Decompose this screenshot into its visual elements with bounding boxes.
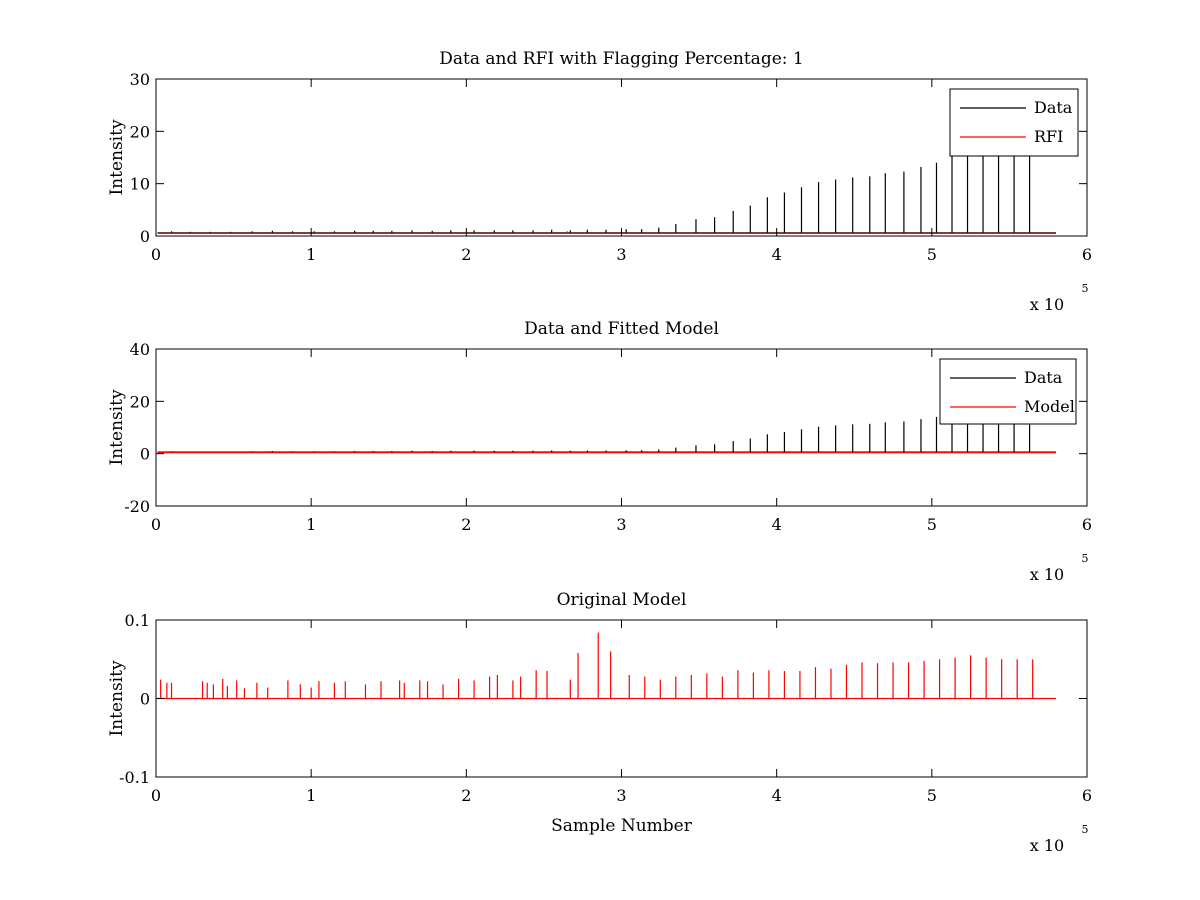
- x-multiplier-base: x 10: [1030, 836, 1064, 855]
- x-tick-label: 4: [772, 786, 782, 805]
- plot-area: [156, 349, 1087, 506]
- legend-box: [939, 358, 1077, 425]
- y-axis-label: Intensity: [107, 389, 127, 465]
- x-tick-label: 3: [616, 515, 626, 534]
- y-tick-label: 0: [140, 445, 150, 464]
- x-multiplier-base: x 10: [1030, 295, 1064, 314]
- legend: Data RFI: [949, 88, 1079, 157]
- legend-entry-model: Model: [1024, 397, 1075, 416]
- y-tick-label: 30: [130, 70, 150, 89]
- y-axis-label: Intensity: [107, 660, 127, 736]
- y-tick-label: 40: [130, 340, 150, 359]
- x-tick-label: 1: [306, 786, 316, 805]
- x-tick-label: 6: [1082, 515, 1092, 534]
- x-tick-label: 0: [151, 515, 161, 534]
- y-tick-label: 0.1: [125, 611, 150, 630]
- plot-area: [156, 79, 1087, 236]
- x-multiplier-base: x 10: [1030, 565, 1064, 584]
- x-tick-label: 5: [927, 245, 937, 264]
- x-tick-label: 2: [461, 515, 471, 534]
- y-tick-label: 20: [130, 122, 150, 141]
- legend-entry-rfi: RFI: [1034, 127, 1063, 146]
- x-tick-label: 2: [461, 245, 471, 264]
- legend-box: [949, 88, 1079, 157]
- y-tick-label: -20: [124, 497, 150, 516]
- y-tick-label: 0: [140, 690, 150, 709]
- x-tick-label: 4: [772, 515, 782, 534]
- legend-entry-data: Data: [1034, 98, 1073, 117]
- legend-entry-data: Data: [1024, 368, 1063, 387]
- y-tick-label: 20: [130, 392, 150, 411]
- chart-title: Data and Fitted Model: [524, 319, 719, 339]
- x-multiplier-exponent: 5: [1082, 282, 1089, 295]
- x-tick-label: 4: [772, 245, 782, 264]
- x-tick-label: 5: [927, 786, 937, 805]
- x-tick-label: 5: [927, 515, 937, 534]
- y-tick-label: 0: [140, 227, 150, 246]
- series-model-1: [157, 632, 1056, 700]
- legend: Data Model: [939, 358, 1077, 425]
- chart-panel-1: 0 1 2 3 4 5 6 0 10 20 30 Data and RFI with Flagging…: [107, 49, 1092, 314]
- x-multiplier-exponent: 5: [1082, 823, 1089, 836]
- series-rfi: [157, 231, 1056, 234]
- x-tick-label: 6: [1082, 245, 1092, 264]
- x-tick-label: 3: [616, 786, 626, 805]
- x-tick-label: 6: [1082, 786, 1092, 805]
- chart-title: Original Model: [557, 590, 687, 610]
- x-tick-label: 2: [461, 786, 471, 805]
- y-tick-label: -0.1: [119, 768, 150, 787]
- x-tick-label: 0: [151, 245, 161, 264]
- y-tick-label: 10: [130, 175, 150, 194]
- x-tick-label: 0: [151, 786, 161, 805]
- x-tick-label: 3: [616, 245, 626, 264]
- x-multiplier-exponent: 5: [1082, 552, 1089, 565]
- x-axis-label: Sample Number: [551, 816, 693, 836]
- chart-title: Data and RFI with Flagging Percentage: 1: [439, 49, 803, 69]
- x-tick-label: 1: [306, 245, 316, 264]
- x-tick-label: 1: [306, 515, 316, 534]
- y-axis-label: Intensity: [107, 119, 127, 195]
